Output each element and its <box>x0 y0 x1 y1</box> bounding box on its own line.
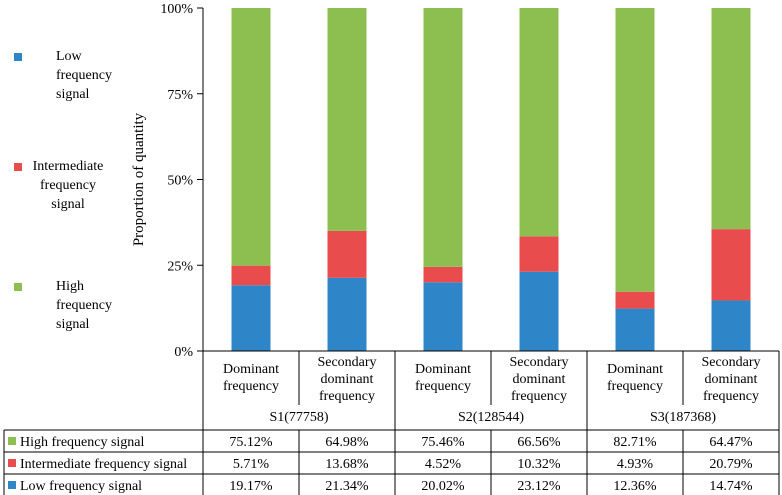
y-tick-label: 25% <box>167 259 193 274</box>
table-cell-value: 10.32% <box>517 457 561 472</box>
y-axis-title: Proportion of quantity <box>131 112 147 246</box>
table-row-label: High frequency signal <box>20 435 145 450</box>
bar-segment-low-frequency-signal <box>231 285 271 351</box>
x-bar-label: dominant <box>321 372 374 387</box>
legend-label: frequency <box>40 178 96 193</box>
table-row-label: Intermediate frequency signal <box>20 457 187 472</box>
x-bar-label: frequency <box>319 389 375 404</box>
table-cell-value: 75.46% <box>421 435 465 450</box>
bar-segment-intermediate-frequency-signal <box>519 236 559 272</box>
legend-label: Intermediate <box>33 159 104 174</box>
legend-label: signal <box>56 317 90 332</box>
x-bar-label: Secondary <box>701 355 760 370</box>
bar-segment-low-frequency-signal <box>711 300 751 351</box>
x-bar-label: Secondary <box>509 355 568 370</box>
bar-segment-low-frequency-signal <box>327 277 367 351</box>
x-group-label: S3(187368) <box>650 410 716 425</box>
table-cell-value: 14.74% <box>709 479 753 494</box>
table-cell-value: 20.02% <box>421 479 465 494</box>
y-tick-label: 50% <box>167 174 193 189</box>
x-bar-label: frequency <box>223 379 279 394</box>
table-cell-value: 4.93% <box>617 457 654 472</box>
x-bar-label: dominant <box>705 372 758 387</box>
table-legend-swatch <box>8 481 16 489</box>
legend-label: frequency <box>56 68 112 83</box>
y-tick-label: 100% <box>160 2 193 17</box>
table-cell-value: 12.36% <box>613 479 657 494</box>
bar-segment-low-frequency-signal <box>423 282 463 351</box>
x-bar-label: Dominant <box>223 362 279 377</box>
table-cell-value: 5.71% <box>233 457 270 472</box>
x-group-label: S1(77758) <box>269 410 328 425</box>
bar-segment-high-frequency-signal <box>615 8 655 292</box>
x-bar-label: frequency <box>511 389 567 404</box>
bar-segment-high-frequency-signal <box>231 8 271 266</box>
bar-segment-intermediate-frequency-signal <box>327 230 367 278</box>
bar-segment-high-frequency-signal <box>327 8 367 231</box>
table-cell-value: 19.17% <box>229 479 273 494</box>
table-legend-swatch <box>8 459 16 467</box>
table-cell-value: 13.68% <box>325 457 369 472</box>
x-bar-label: frequency <box>415 379 471 394</box>
y-tick-label: 75% <box>167 88 193 103</box>
legend-label: signal <box>51 197 85 212</box>
table-row-label: Low frequency signal <box>20 479 142 494</box>
legend-label: High <box>56 279 84 294</box>
table-cell-value: 64.47% <box>709 435 753 450</box>
legend-swatch <box>14 163 22 171</box>
bar-segment-high-frequency-signal <box>423 8 463 267</box>
bar-segment-intermediate-frequency-signal <box>423 266 463 283</box>
legend-label: frequency <box>56 298 112 313</box>
bar-segment-intermediate-frequency-signal <box>615 291 655 309</box>
x-bar-label: dominant <box>513 372 566 387</box>
bar-segment-intermediate-frequency-signal <box>231 265 271 286</box>
bar-segment-high-frequency-signal <box>519 8 559 237</box>
table-cell-value: 21.34% <box>325 479 369 494</box>
bar-segment-high-frequency-signal <box>711 8 751 230</box>
table-cell-value: 4.52% <box>425 457 462 472</box>
table-cell-value: 20.79% <box>709 457 753 472</box>
bar-segment-intermediate-frequency-signal <box>711 229 751 301</box>
legend-label: Low <box>56 49 83 64</box>
table-cell-value: 75.12% <box>229 435 273 450</box>
legend-swatch <box>14 283 22 291</box>
x-bar-label: frequency <box>703 389 759 404</box>
x-bar-label: frequency <box>607 379 663 394</box>
x-bar-label: Secondary <box>317 355 376 370</box>
legend-swatch <box>14 53 22 61</box>
x-bar-label: Dominant <box>415 362 471 377</box>
bar-segment-low-frequency-signal <box>615 308 655 351</box>
table-legend-swatch <box>8 437 16 445</box>
y-tick-label: 0% <box>174 345 193 360</box>
x-group-label: S2(128544) <box>458 410 524 425</box>
x-bar-label: Dominant <box>607 362 663 377</box>
bar-segment-low-frequency-signal <box>519 271 559 351</box>
table-cell-value: 64.98% <box>325 435 369 450</box>
table-cell-value: 66.56% <box>517 435 561 450</box>
table-cell-value: 23.12% <box>517 479 561 494</box>
legend-label: signal <box>56 87 90 102</box>
table-cell-value: 82.71% <box>613 435 657 450</box>
